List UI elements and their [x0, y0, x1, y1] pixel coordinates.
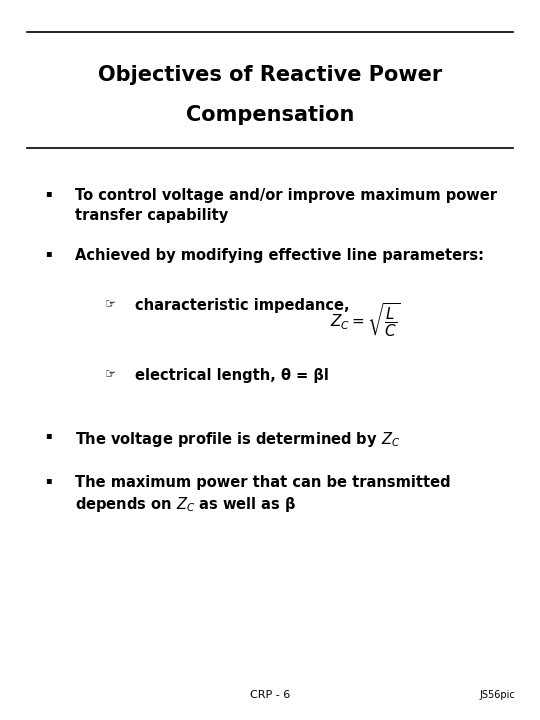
- Text: Compensation: Compensation: [186, 105, 354, 125]
- Text: $Z_C = \sqrt{\dfrac{L}{C}}$: $Z_C = \sqrt{\dfrac{L}{C}}$: [330, 301, 401, 338]
- Text: ☞: ☞: [105, 298, 116, 311]
- Text: ▪: ▪: [45, 188, 52, 198]
- Text: ▪: ▪: [45, 248, 52, 258]
- Text: Achieved by modifying effective line parameters:: Achieved by modifying effective line par…: [75, 248, 484, 263]
- Text: ▪: ▪: [45, 430, 52, 440]
- Text: characteristic impedance,: characteristic impedance,: [135, 298, 349, 313]
- Text: electrical length, θ = βl: electrical length, θ = βl: [135, 368, 329, 383]
- Text: transfer capability: transfer capability: [75, 208, 228, 223]
- Text: ▪: ▪: [45, 475, 52, 485]
- Text: JS56pic: JS56pic: [480, 690, 515, 700]
- Text: Objectives of Reactive Power: Objectives of Reactive Power: [98, 65, 442, 85]
- Text: The maximum power that can be transmitted: The maximum power that can be transmitte…: [75, 475, 450, 490]
- Text: CRP - 6: CRP - 6: [250, 690, 290, 700]
- Text: The voltage profile is determined by $Z_C$: The voltage profile is determined by $Z_…: [75, 430, 400, 449]
- Text: depends on $Z_C$ as well as β: depends on $Z_C$ as well as β: [75, 495, 296, 514]
- Text: ☞: ☞: [105, 368, 116, 381]
- Text: To control voltage and/or improve maximum power: To control voltage and/or improve maximu…: [75, 188, 497, 203]
